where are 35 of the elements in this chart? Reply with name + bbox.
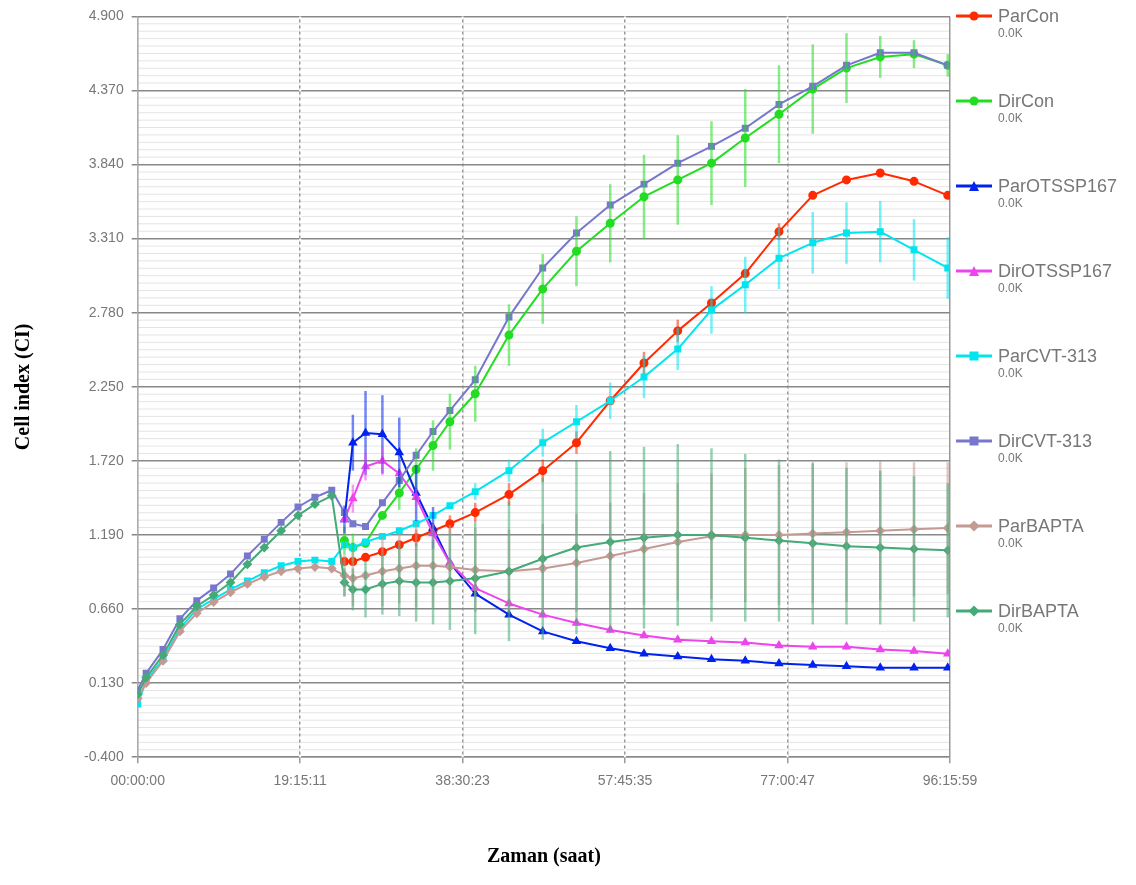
y-tick-label: 0.660	[88, 599, 124, 616]
x-tick-label: 19:15:11	[273, 772, 328, 789]
x-tick-label: 38:30:23	[435, 772, 491, 789]
y-tick-label: 2.780	[88, 303, 124, 320]
x-tick-label: 96:15:59	[922, 772, 978, 789]
y-tick-label: 4.900	[88, 7, 124, 24]
text: 0.0K	[998, 366, 1024, 380]
text: 0.0K	[998, 281, 1024, 295]
x-tick-label: 57:45:35	[597, 772, 653, 789]
legend-label: ParCon	[998, 6, 1060, 26]
text: 0.0K	[998, 111, 1024, 125]
legend-label: DirCon	[998, 91, 1055, 111]
x-axis-title: Zaman (saat)	[486, 844, 601, 868]
y-axis-title: Cell index (CI)	[11, 323, 35, 451]
text: 0.0K	[998, 26, 1024, 40]
y-tick-label: 3.310	[88, 229, 124, 246]
y-tick-label: 0.130	[88, 673, 124, 690]
text: 0.0K	[998, 536, 1024, 550]
text: 0.0K	[998, 196, 1024, 210]
x-tick-label: 00:00:00	[110, 772, 166, 789]
legend-label: ParBAPTA	[998, 516, 1084, 536]
text: 0.0K	[998, 621, 1024, 635]
text: 0.0K	[998, 451, 1024, 465]
legend-label: ParCVT-313	[998, 346, 1098, 366]
legend-label: DirBAPTA	[998, 601, 1079, 621]
y-tick-label: 2.250	[88, 377, 124, 394]
y-tick-label: 1.720	[88, 451, 124, 468]
y-tick-label: 1.190	[88, 525, 124, 542]
legend-label: DirCVT-313	[998, 431, 1093, 451]
legend-label: DirOTSSP167	[998, 261, 1113, 281]
y-tick-label: -0.400	[83, 748, 124, 765]
x-tick-label: 77:00:47	[760, 772, 815, 789]
y-tick-label: 4.370	[88, 81, 124, 98]
y-tick-label: 3.840	[88, 155, 124, 172]
legend-label: ParOTSSP167	[998, 176, 1118, 196]
